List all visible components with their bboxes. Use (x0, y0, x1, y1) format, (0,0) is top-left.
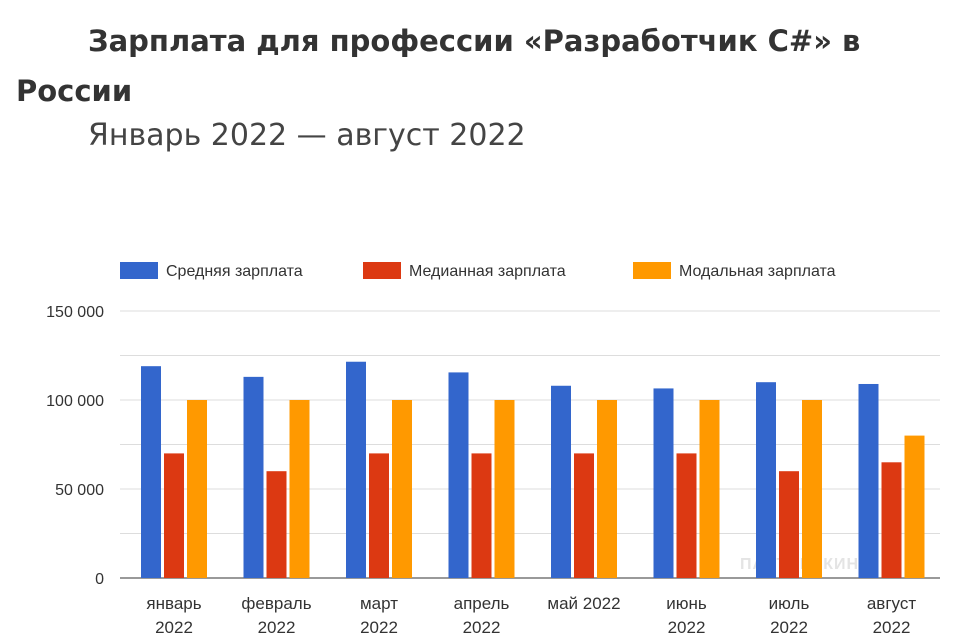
chart-subtitle: Январь 2022 — август 2022 (88, 118, 526, 153)
y-tick-label: 100 000 (46, 393, 104, 410)
x-tick-label: апрель 2022 (454, 594, 510, 637)
bar-mode (802, 400, 822, 578)
chart-title-line2: России (16, 74, 133, 108)
bar-mode (289, 400, 310, 578)
bar-mean (141, 366, 161, 578)
x-tick-label: февраль 2022 (241, 594, 311, 637)
y-tick-label: 50 000 (55, 482, 104, 499)
bar-mode (494, 400, 515, 578)
bar-mode (597, 400, 617, 578)
x-tick-label: август 2022 (867, 594, 916, 637)
bar-mean (858, 383, 879, 578)
chart-title-line1: Зарплата для профессии «Разработчик C#» … (88, 24, 861, 58)
x-tick-label: май 2022 (547, 594, 620, 613)
bar-mean (653, 388, 674, 578)
x-tick-label: март 2022 (360, 594, 398, 637)
bar-mean (756, 382, 776, 578)
bar-median (369, 453, 389, 578)
legend-swatch (633, 262, 671, 279)
bar-mode (699, 400, 720, 578)
bar-mean (243, 376, 264, 578)
legend-swatch (120, 262, 158, 279)
bar-median (676, 453, 697, 578)
bar-median (164, 453, 184, 578)
x-tick-label: июль 2022 (769, 594, 810, 637)
legend-label: Модальная зарплата (679, 263, 836, 280)
bar-median (471, 453, 492, 578)
y-tick-label: 0 (95, 571, 104, 588)
bar-mean (448, 372, 469, 578)
legend-label: Средняя зарплата (166, 263, 303, 280)
bar-mode (904, 435, 925, 578)
bar-median (266, 471, 287, 578)
bar-mode (392, 400, 412, 578)
legend-swatch (363, 262, 401, 279)
bar-median (574, 453, 594, 578)
bar-mode (187, 400, 207, 578)
bar-mean (551, 385, 571, 578)
bar-median (881, 462, 902, 578)
bar-median (779, 471, 799, 578)
y-tick-label: 150 000 (46, 304, 104, 321)
legend-label: Медианная зарплата (409, 263, 566, 280)
x-tick-label: июнь 2022 (666, 594, 707, 637)
bar-mean (346, 361, 366, 578)
x-tick-label: январь 2022 (146, 594, 201, 637)
